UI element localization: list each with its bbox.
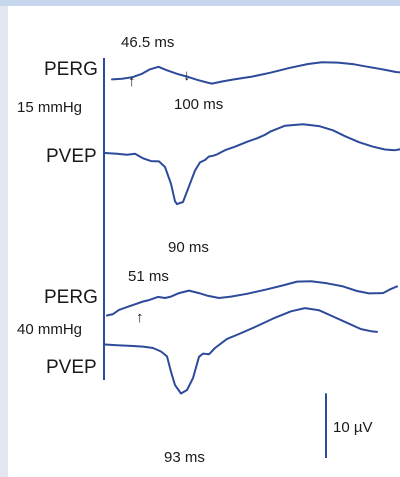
panel2-perg-arrow-up-icon: ↑	[136, 309, 144, 326]
panel2-pvep-label: PVEP	[46, 357, 97, 378]
panel1-pvep-label: PVEP	[46, 146, 97, 167]
panel2-perg-peak-latency: 51 ms	[128, 268, 169, 285]
panel2-perg-trace	[106, 280, 398, 317]
panel1-perg-peak2-latency: 100 ms	[174, 96, 223, 113]
panel1-pvep-trough-latency: 90 ms	[168, 239, 209, 256]
traces-layer	[104, 61, 400, 395]
panel1-perg-arrow-up-icon: ↑	[128, 73, 136, 90]
panel1-perg-arrow-down-icon: ↓	[183, 67, 191, 84]
panel1-perg-label: PERG	[44, 59, 98, 80]
panel2-perg-label: PERG	[44, 287, 98, 308]
panel1-perg-trace	[111, 61, 400, 85]
panel1-perg-peak1-latency: 46.5 ms	[121, 34, 174, 51]
frame-top-strip	[0, 0, 400, 6]
frame-left-strip	[0, 0, 8, 477]
scale-bar-label: 10 µV	[333, 419, 373, 436]
panel1-pressure-label: 15 mmHg	[17, 99, 82, 116]
panel1-pvep-trace	[104, 123, 400, 206]
panel2-pvep-trough-latency: 93 ms	[164, 449, 205, 466]
panel2-pvep-trace	[104, 307, 378, 395]
panel2-pressure-label: 40 mmHg	[17, 321, 82, 338]
